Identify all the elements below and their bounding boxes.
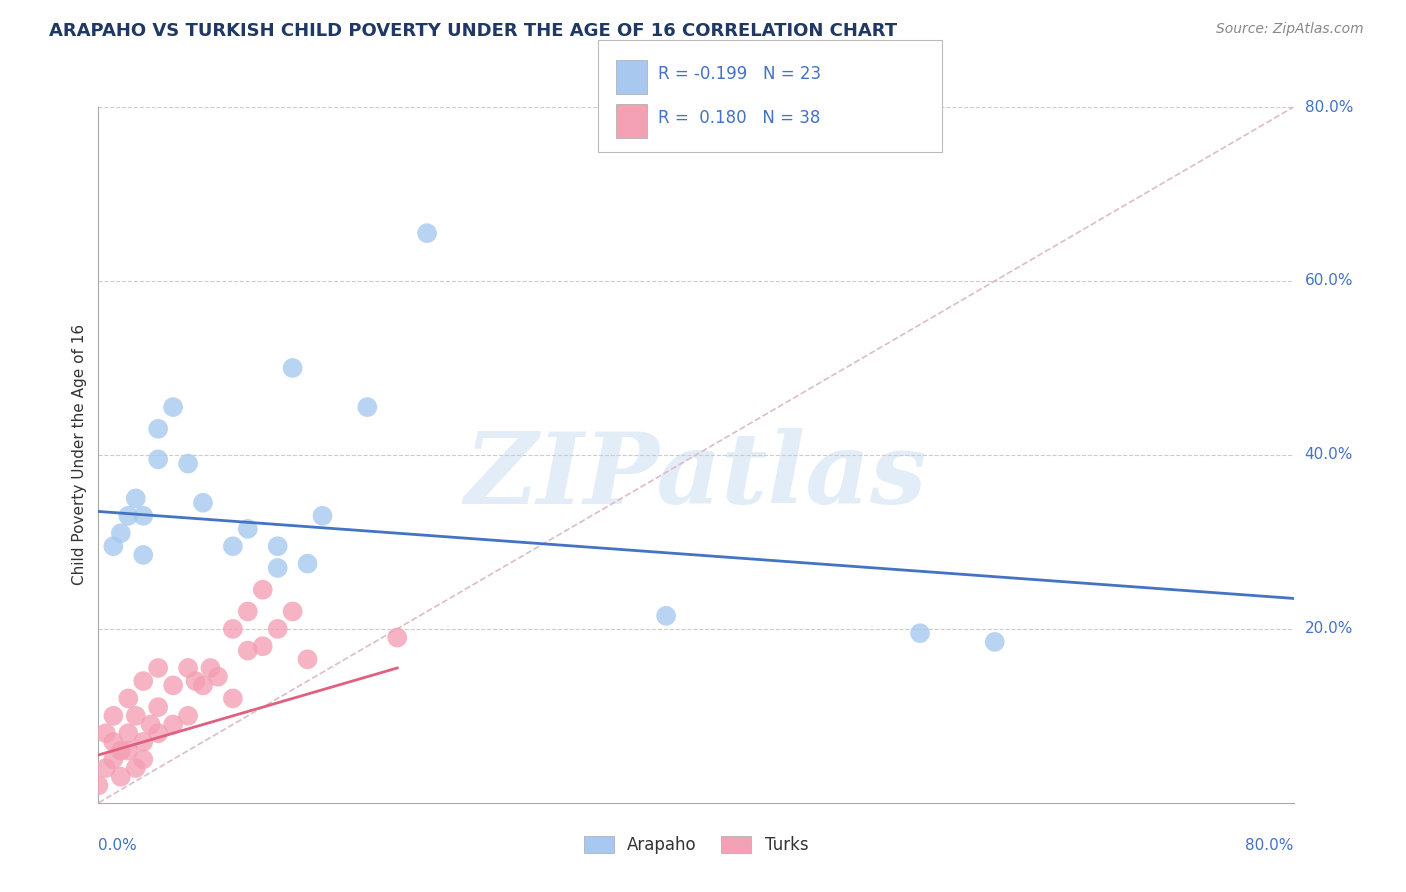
Point [267,561,290,575]
Point [125,708,148,723]
Point [125,761,148,775]
Text: R =  0.180   N = 38: R = 0.180 N = 38 [658,110,820,128]
Text: 80.0%: 80.0% [1305,100,1353,114]
Point [252,639,274,653]
Text: R = -0.199   N = 23: R = -0.199 N = 23 [658,65,821,83]
Point [162,717,184,731]
Point [267,622,290,636]
Point [162,400,184,414]
Y-axis label: Child Poverty Under the Age of 16: Child Poverty Under the Age of 16 [72,325,87,585]
Point [103,752,125,766]
Point [200,661,222,675]
Point [281,605,304,619]
Point [94,726,117,740]
Point [236,643,259,657]
Point [252,582,274,597]
Text: Source: ZipAtlas.com: Source: ZipAtlas.com [1216,22,1364,37]
Point [117,508,139,523]
Point [184,674,207,689]
Point [177,457,200,471]
Text: 40.0%: 40.0% [1305,448,1353,462]
Point [148,452,170,467]
Point [103,735,125,749]
Point [908,626,931,640]
Point [132,674,155,689]
Point [207,670,229,684]
Point [236,605,259,619]
Point [356,400,378,414]
Point [110,744,132,758]
Point [139,717,162,731]
Text: 0.0%: 0.0% [98,838,138,853]
Text: 60.0%: 60.0% [1305,274,1353,288]
Point [117,726,139,740]
Point [297,652,319,666]
Point [191,678,214,692]
Point [132,548,155,562]
Point [222,691,245,706]
Point [110,770,132,784]
Point [385,631,409,645]
Point [267,539,290,553]
Point [87,778,110,793]
Point [125,491,148,506]
Point [655,608,678,623]
Point [94,761,117,775]
Point [117,691,139,706]
Point [222,622,245,636]
Point [103,708,125,723]
Point [297,557,319,571]
Point [132,508,155,523]
Point [311,508,333,523]
Point [177,708,200,723]
Point [103,539,125,553]
Point [236,522,259,536]
Legend: Arapaho, Turks: Arapaho, Turks [576,829,815,861]
Point [148,726,170,740]
Point [132,752,155,766]
Point [191,496,214,510]
Point [222,539,245,553]
Point [984,635,1007,649]
Point [148,700,170,714]
Point [110,526,132,541]
Point [177,661,200,675]
Point [132,735,155,749]
Point [148,661,170,675]
Text: ZIPatlas: ZIPatlas [465,427,927,524]
Point [117,744,139,758]
Text: 80.0%: 80.0% [1246,838,1294,853]
Point [281,360,304,375]
Point [148,422,170,436]
Text: 20.0%: 20.0% [1305,622,1353,636]
Text: ARAPAHO VS TURKISH CHILD POVERTY UNDER THE AGE OF 16 CORRELATION CHART: ARAPAHO VS TURKISH CHILD POVERTY UNDER T… [49,22,897,40]
Point [416,226,439,240]
Point [162,678,184,692]
